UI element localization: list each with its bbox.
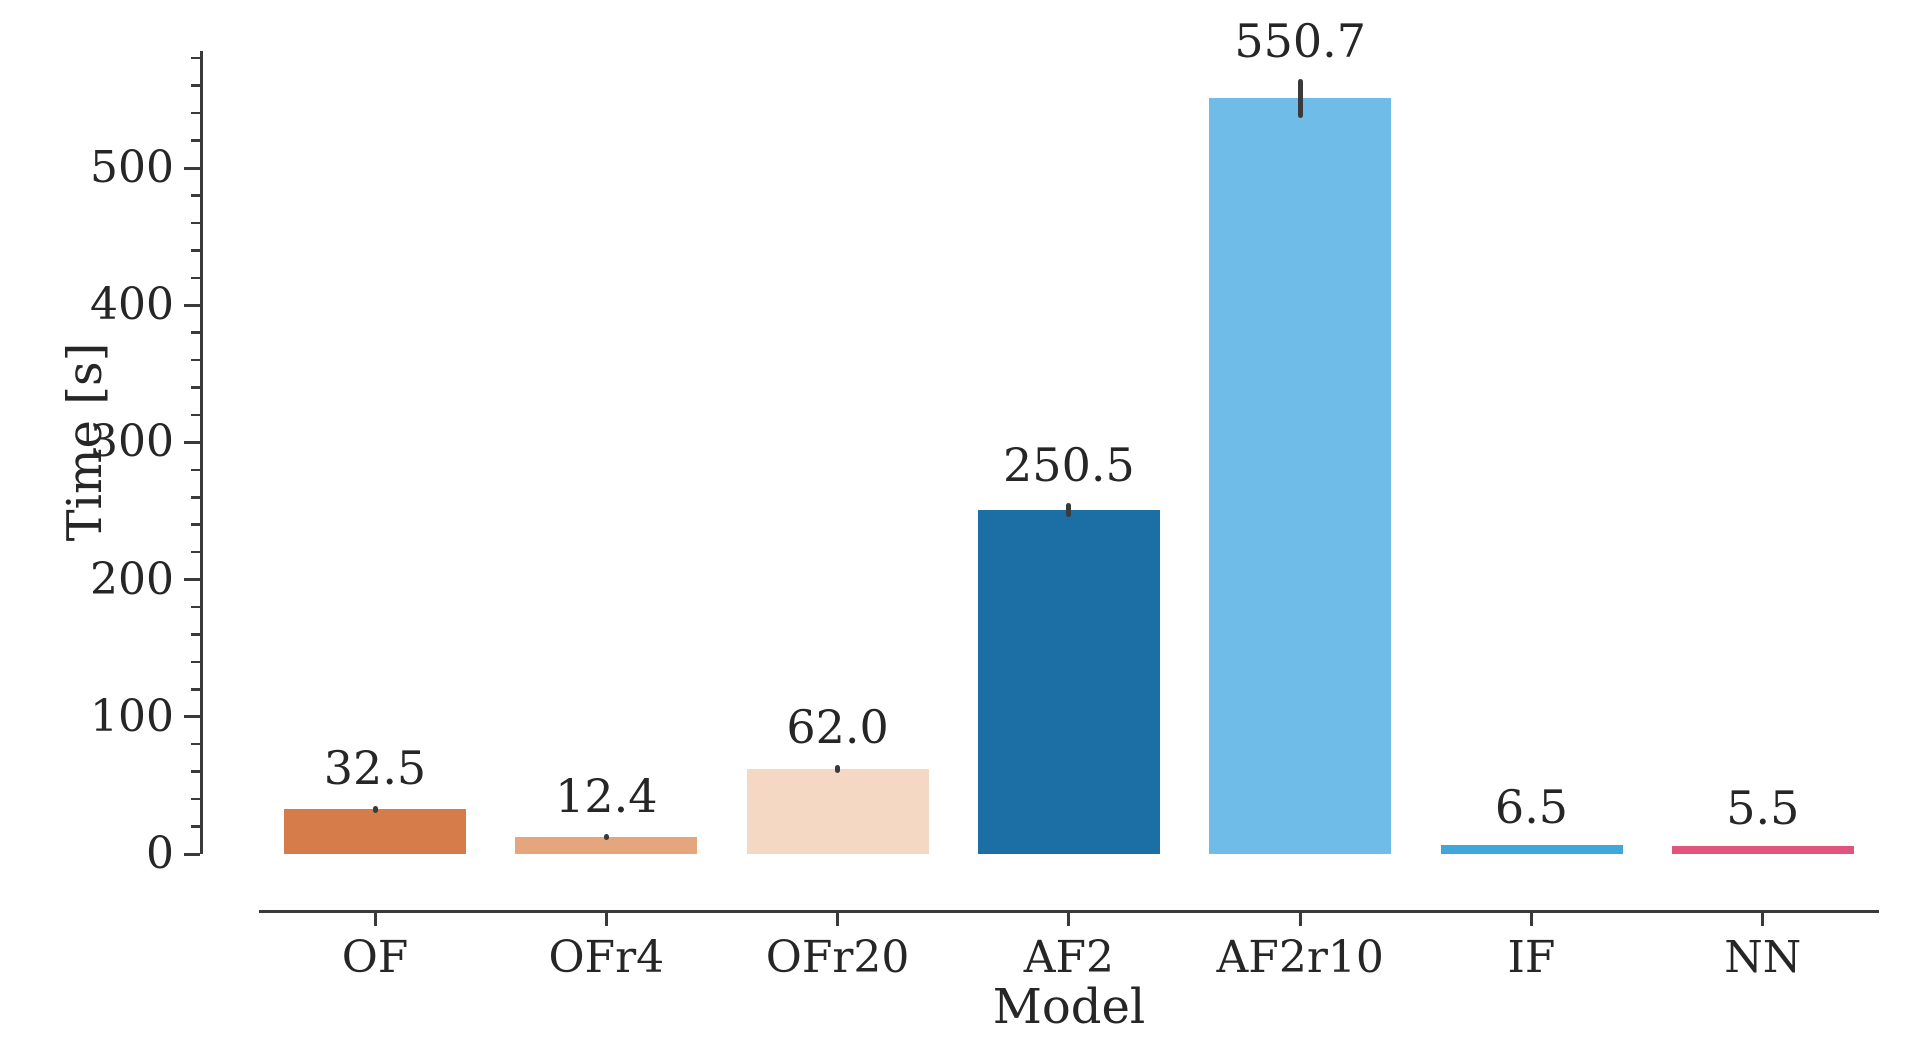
bar-value-label: 62.0 (786, 699, 889, 754)
y-tick-minor (191, 249, 200, 252)
bar-value-label: 550.7 (1234, 14, 1367, 69)
x-tick (373, 913, 377, 926)
y-tick-minor (191, 468, 200, 472)
y-tick-major (184, 303, 200, 307)
bar-OFr4 (515, 836, 698, 854)
error-bar-OFr4 (603, 833, 609, 841)
y-tick-minor (191, 550, 200, 554)
x-tick-label: OF (341, 932, 409, 983)
bar-value-label: 6.5 (1494, 780, 1569, 835)
y-tick-major (184, 715, 200, 719)
y-tick-minor (191, 496, 200, 499)
y-tick-minor (191, 605, 200, 609)
y-tick-minor (191, 194, 200, 197)
bar-value-label: 32.5 (323, 740, 427, 795)
y-tick-major (184, 578, 200, 582)
y-tick-minor (191, 331, 200, 334)
bar-NN (1671, 846, 1854, 854)
y-tick-minor (191, 742, 200, 746)
error-bar-AF2r10 (1297, 79, 1303, 118)
y-tick-minor (191, 413, 200, 417)
x-tick-label: AF2r10 (1216, 932, 1384, 983)
bar-AF2 (977, 510, 1160, 854)
bar-IF (1440, 845, 1623, 854)
y-tick-label: 100 (90, 690, 174, 742)
x-tick-label: AF2 (1023, 932, 1115, 983)
bar-OFr20 (746, 768, 929, 854)
y-tick-label: 200 (90, 553, 174, 605)
y-tick-major (184, 852, 200, 856)
y-tick-label: 500 (90, 142, 174, 193)
x-tick-label: OFr4 (548, 932, 665, 983)
y-tick-label: 400 (90, 279, 174, 331)
error-bar-OF (372, 805, 378, 813)
y-tick-minor (191, 797, 200, 801)
bar-AF2r10 (1209, 98, 1392, 854)
y-tick-minor (191, 633, 200, 636)
x-tick (1298, 913, 1302, 926)
y-tick-minor (191, 276, 200, 279)
y-tick-minor (191, 825, 200, 828)
y-axis-spine (200, 51, 203, 854)
x-tick-label: NN (1724, 932, 1802, 983)
x-tick (836, 913, 840, 926)
error-bar-OFr20 (835, 764, 841, 774)
y-tick-minor (191, 358, 200, 362)
bar-OF (284, 809, 466, 854)
y-tick-minor (191, 660, 200, 664)
x-tick (1530, 913, 1533, 926)
y-tick-minor (191, 386, 200, 389)
x-tick (1761, 913, 1765, 926)
y-tick-major (184, 440, 200, 444)
x-tick (604, 913, 608, 926)
bar-value-label: 12.4 (555, 768, 658, 823)
y-tick-minor (191, 523, 200, 526)
y-tick-minor (191, 139, 200, 142)
x-tick (1067, 913, 1071, 926)
y-tick-label: 0 (146, 828, 174, 879)
y-tick-minor (191, 221, 200, 225)
y-tick-label: 300 (90, 416, 174, 468)
error-bar-AF2 (1066, 503, 1072, 518)
y-tick-major (184, 166, 200, 170)
x-tick-label: OFr20 (765, 932, 910, 983)
bar-value-label: 5.5 (1726, 781, 1800, 836)
y-tick-minor (191, 770, 200, 773)
x-axis-spine (259, 910, 1879, 913)
x-tick-label: IF (1507, 932, 1556, 983)
y-tick-minor (191, 56, 200, 60)
y-tick-minor (191, 84, 200, 87)
x-axis-title: Model (992, 979, 1146, 1035)
bar-value-label: 250.5 (1003, 438, 1135, 493)
y-tick-minor (191, 688, 200, 691)
y-tick-minor (191, 111, 200, 115)
